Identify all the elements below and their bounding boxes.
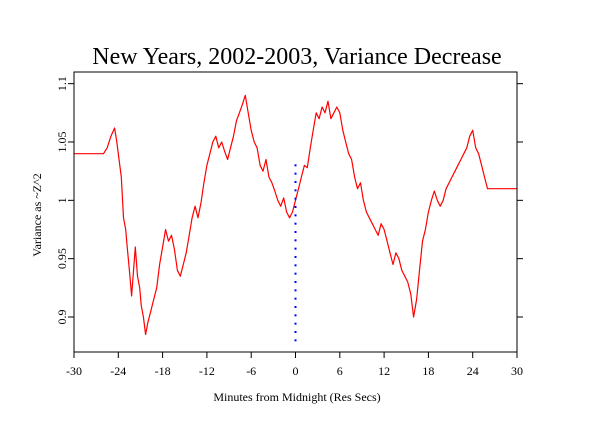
x-tick-label: -30 [66,364,82,378]
plot-area [74,94,517,342]
series-line [74,94,517,336]
marker-point [294,322,297,325]
marker-point [294,281,297,283]
marker-point [294,181,297,183]
y-tick-label: 1 [55,197,69,203]
marker-point [294,289,297,292]
marker-point [294,331,297,333]
plot-frame [73,71,518,353]
chart-title: New Years, 2002-2003, Variance Decrease [92,44,501,70]
marker-point [294,164,297,167]
x-tick-label: 0 [293,364,299,378]
marker-point [294,231,297,233]
axes: -30 -24 -18 -12 -6 0 6 12 18 24 30 0.9 0.95 1 1.05 1.1 [55,71,523,378]
y-tick-label: 0.95 [55,248,69,269]
marker-point [294,264,297,267]
x-tick-label: 12 [378,364,390,378]
marker-point [294,239,297,242]
y-tick-label: 1.1 [55,76,69,91]
x-tick-label: 24 [467,364,479,378]
marker-point [294,339,297,342]
marker-point [294,222,297,225]
marker-point [294,172,297,175]
y-axis-title: Variance as ~Z^2 [30,173,44,256]
x-axis-title: Minutes from Midnight (Res Secs) [213,390,380,404]
marker-point [294,189,297,192]
x-tick-label: -24 [110,364,126,378]
marker-point [294,206,297,208]
marker-point [294,256,297,258]
x-tick-label: 6 [337,364,343,378]
marker-point [294,247,297,250]
marker-point [294,314,297,317]
marker-point [294,197,297,200]
x-tick-label: -18 [155,364,171,378]
x-tick-label: -6 [246,364,256,378]
marker-point [294,272,297,275]
y-tick-label: 0.9 [55,310,69,325]
y-tick-label: 1.05 [55,132,69,153]
x-tick-label: 30 [511,364,523,378]
marker-point [294,306,297,308]
x-tick-label: -12 [199,364,215,378]
marker-point [294,297,297,300]
x-tick-label: 18 [422,364,434,378]
marker-point [294,214,297,217]
